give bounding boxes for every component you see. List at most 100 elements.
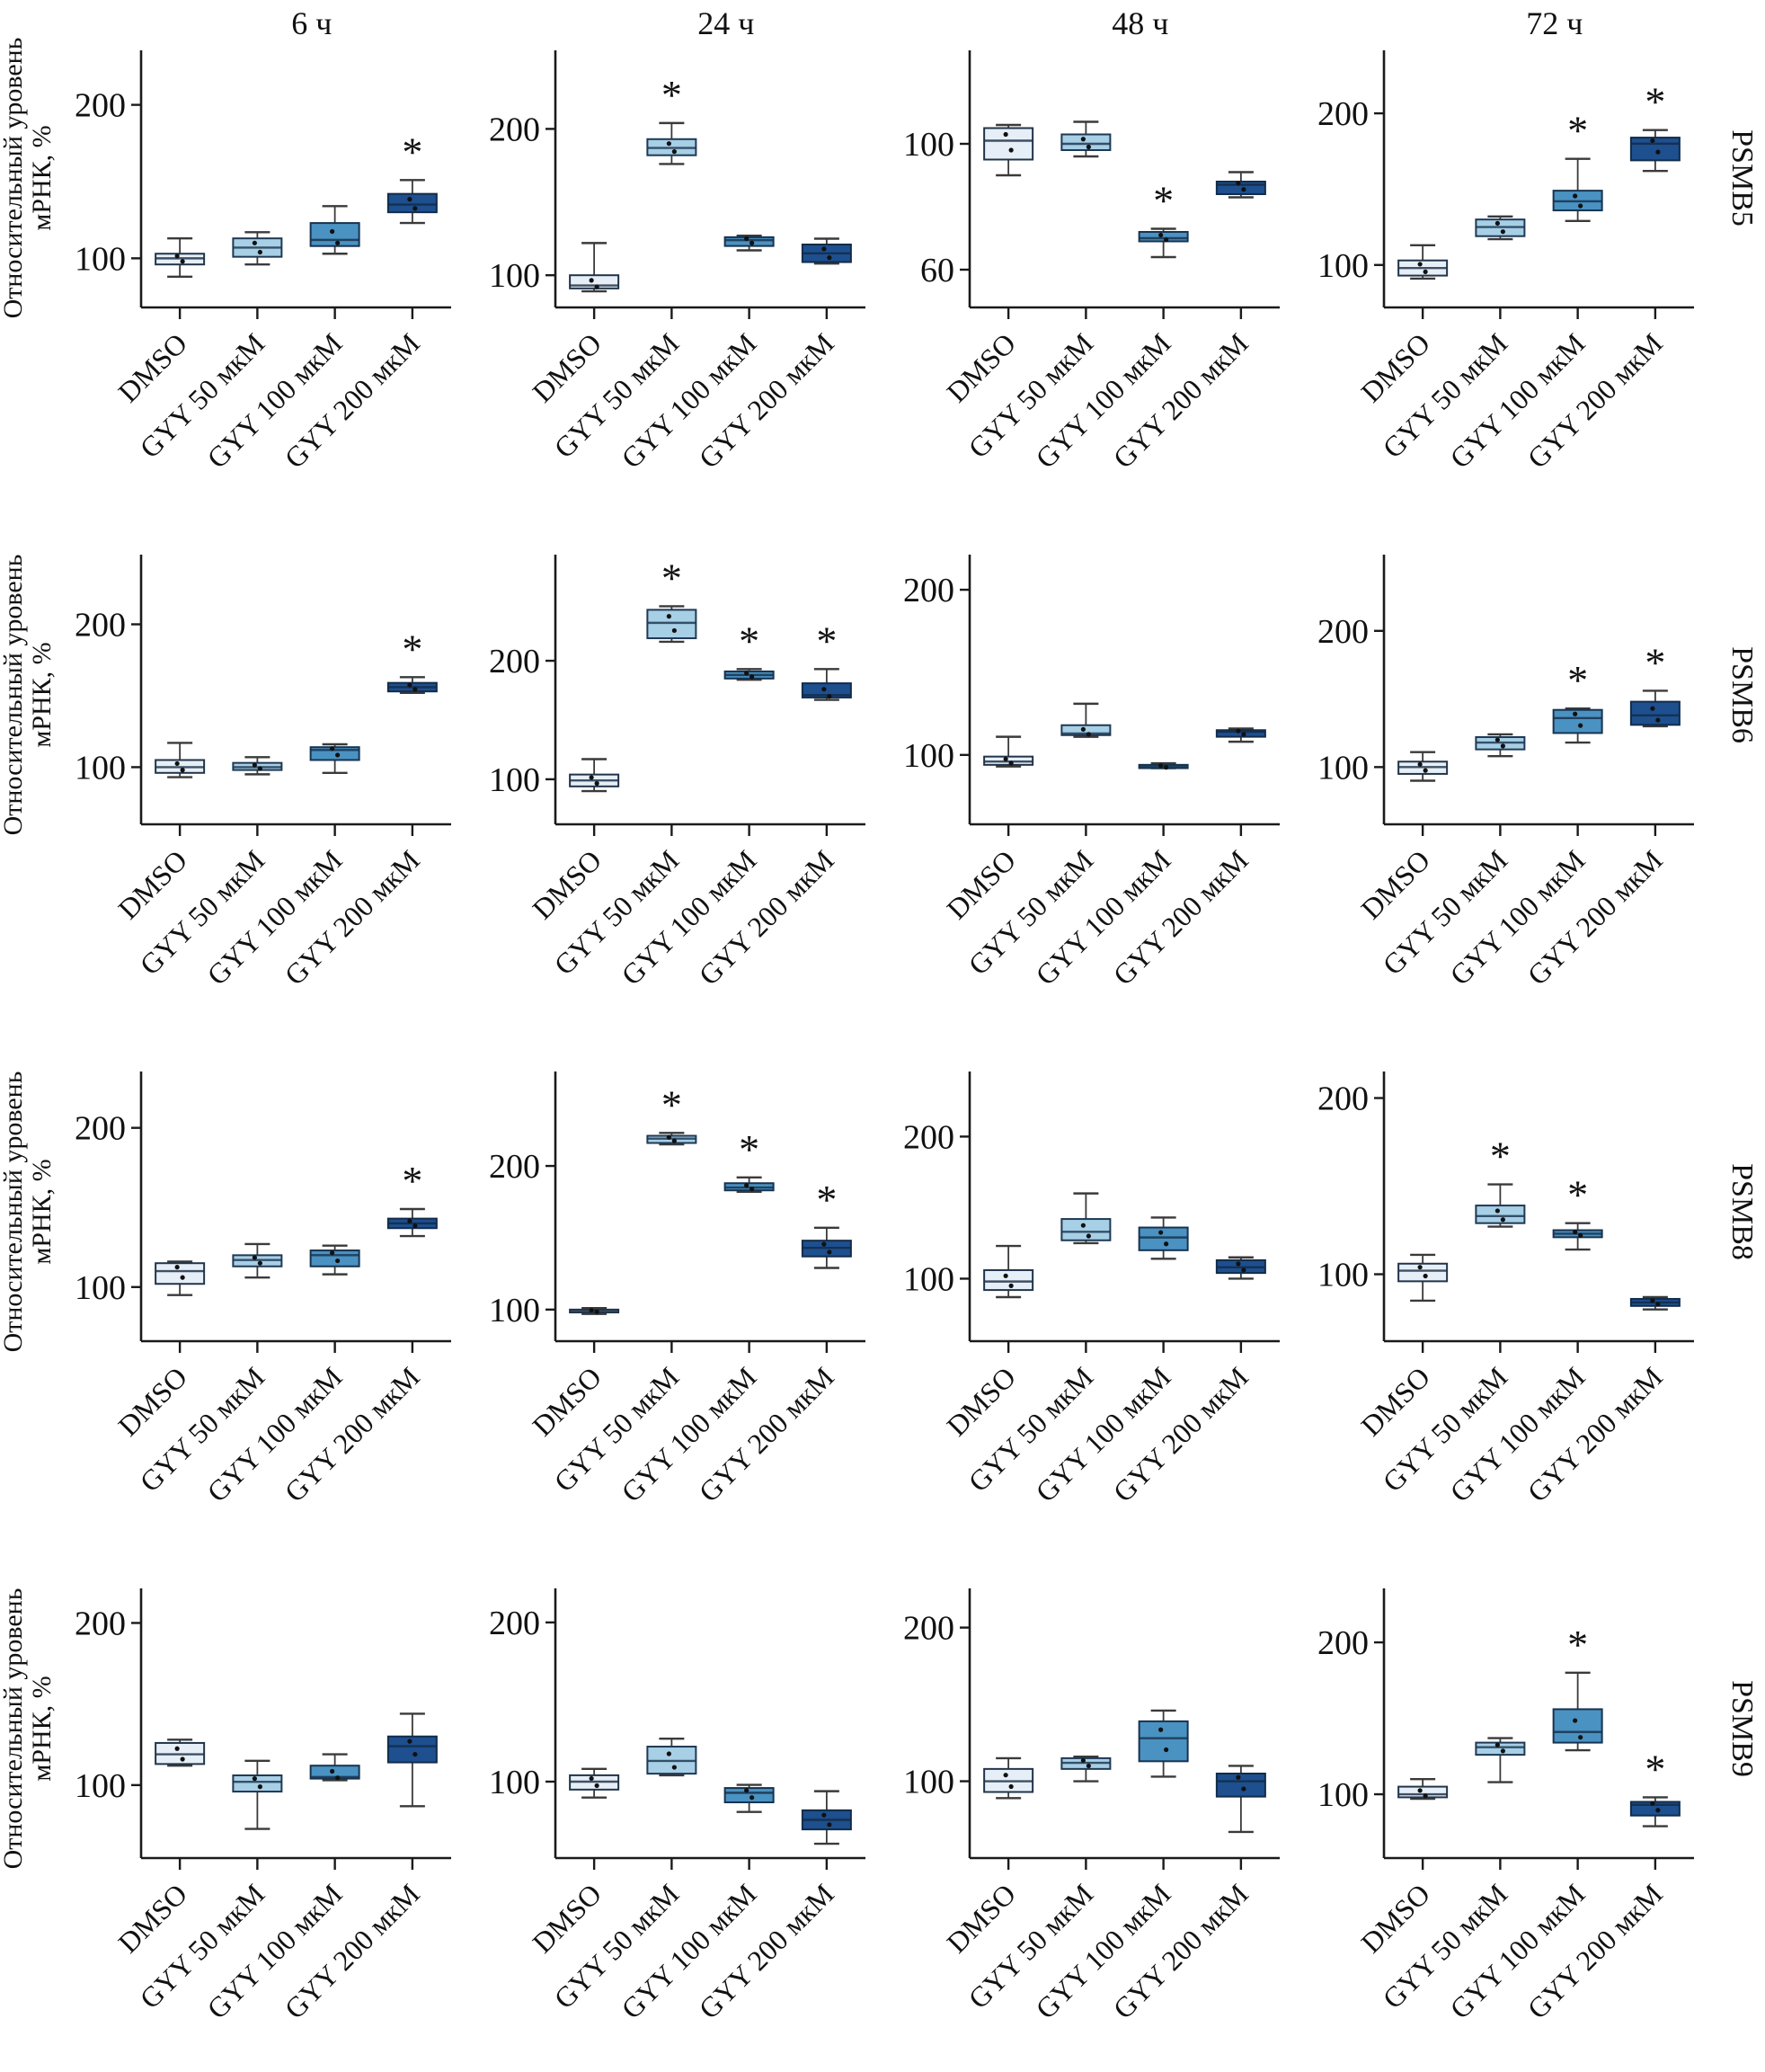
subplot-cell-psmb6-4: 100 200 DMSO GYY 50 мкМ * GYY 100 мкМ * GYY 200… [1299, 517, 1713, 1034]
data-point [1494, 220, 1500, 226]
data-point [594, 284, 599, 289]
data-point [589, 1308, 594, 1313]
x-category-label: GYY 100 мкМ [1443, 1360, 1591, 1507]
y-axis-label-psmb8: Относительный уровень мРНК, % [0, 1034, 57, 1551]
y-tick-label: 100 [489, 257, 540, 295]
data-point [252, 1776, 257, 1782]
box-group-1 [1397, 244, 1449, 319]
data-point [821, 1812, 827, 1818]
y-tick-label: 200 [903, 572, 954, 609]
box-group-3 [1138, 1709, 1189, 1870]
data-point [1423, 768, 1428, 773]
data-point [1086, 144, 1091, 150]
x-category-label: GYY 100 мкМ [615, 326, 762, 474]
data-point [1241, 187, 1246, 192]
y-tick-label: 200 [903, 1118, 954, 1156]
y-tick-label: 100 [75, 749, 126, 787]
box-group-4 [1215, 171, 1266, 319]
box-group-1 [983, 735, 1034, 836]
data-point [1080, 1757, 1086, 1764]
data-point [1417, 761, 1423, 767]
data-point [594, 780, 599, 787]
gene-label-psmb8: PSMB8 [1713, 1034, 1765, 1551]
data-point [252, 762, 257, 768]
data-point [821, 246, 827, 252]
y-tick-label: 100 [903, 1764, 954, 1801]
iqr-box [1138, 1226, 1189, 1251]
x-category-label: GYY 200 мкМ [692, 1360, 839, 1507]
data-point [821, 1241, 827, 1247]
box-group-1 [155, 742, 206, 836]
data-point [671, 149, 677, 155]
box-group-4: * [801, 1177, 852, 1353]
box-group-2 [1060, 1755, 1112, 1870]
box-group-2 [646, 1737, 697, 1870]
data-point [407, 682, 412, 688]
y-axis-label-svg: Относительный уровень мРНК, % [0, 1588, 57, 1870]
column-title: 72 ч [1526, 5, 1583, 41]
box-group-2 [1475, 1737, 1526, 1870]
y-tick-label: 200 [1317, 1624, 1369, 1662]
data-point [252, 240, 257, 245]
data-point [1417, 262, 1423, 267]
box-group-1 [1397, 1777, 1449, 1870]
data-point [330, 1250, 335, 1256]
iqr-box [386, 1735, 438, 1764]
data-point [666, 1134, 671, 1140]
y-tick-label: 100 [1317, 247, 1369, 285]
gene-label-psmb9: PSMB9 [1713, 1551, 1765, 2068]
data-point [666, 141, 671, 147]
data-point [1500, 229, 1505, 235]
box-group-2 [1060, 120, 1112, 319]
y-axis-label-svg: Относительный уровень мРНК, % [0, 555, 57, 836]
box-group-3 [309, 1244, 360, 1353]
box-group-4 [801, 237, 852, 319]
iqr-box [1552, 708, 1603, 734]
box-group-4 [801, 1790, 852, 1870]
data-point [1003, 1773, 1008, 1778]
x-category-label: GYY 100 мкМ [1443, 843, 1591, 991]
box-group-3 [723, 1783, 775, 1870]
data-point [1158, 232, 1164, 238]
figure-row-psmb9: Относительный уровень мРНК, % 100 200 DMSO GY… [0, 1551, 1765, 2068]
subplot-cell-psmb5-1: 6 ч 100 200 DMSO GYY 50 мкМ GYY 100 мкМ * GYY 2… [56, 0, 470, 517]
gene-label-text: PSMB9 [1725, 1680, 1759, 1777]
data-point [1080, 1223, 1086, 1228]
y-tick-label: 100 [75, 1767, 126, 1805]
data-point [412, 687, 418, 692]
data-point [1655, 1302, 1661, 1307]
box-group-1 [1397, 751, 1449, 836]
data-point [412, 1223, 418, 1229]
data-point [335, 752, 341, 758]
x-category-label: GYY 200 мкМ [692, 1877, 839, 2024]
y-tick-label: 100 [489, 761, 540, 799]
subplot-cell-psmb9-4: 100 200 DMSO GYY 50 мкМ * GYY 100 мкМ * GYY 200… [1299, 1551, 1713, 2068]
significance-asterisk: * [1153, 178, 1174, 224]
x-category-label: GYY 100 мкМ [200, 326, 348, 474]
significance-asterisk: * [739, 1126, 759, 1172]
box-group-1 [569, 1307, 620, 1353]
box-group-4: * [386, 129, 438, 319]
data-point [1086, 732, 1091, 737]
y-axis-label-line1: Относительный уровень [0, 1072, 28, 1353]
box-group-4: * [386, 626, 438, 836]
subplot-cell-psmb8-3: 100 200 DMSO GYY 50 мкМ GYY 100 мкМ GYY 200 м… [884, 1034, 1299, 1551]
x-category-label: GYY 200 мкМ [1106, 326, 1254, 474]
box-group-1 [569, 242, 620, 319]
iqr-box [1397, 1262, 1449, 1283]
box-group-3: * [723, 1126, 775, 1353]
significance-asterisk: * [402, 129, 422, 174]
data-point [1086, 1763, 1091, 1769]
data-point [1008, 760, 1014, 766]
data-point [1158, 1230, 1164, 1235]
x-category-label: GYY 200 мкМ [1521, 843, 1668, 991]
y-tick-label: 100 [903, 1260, 954, 1298]
subplot-cell-psmb6-1: 100 200 DMSO GYY 50 мкМ GYY 100 мкМ * GYY 200 … [56, 517, 470, 1034]
data-point [412, 1751, 418, 1757]
data-point [1008, 1283, 1014, 1288]
